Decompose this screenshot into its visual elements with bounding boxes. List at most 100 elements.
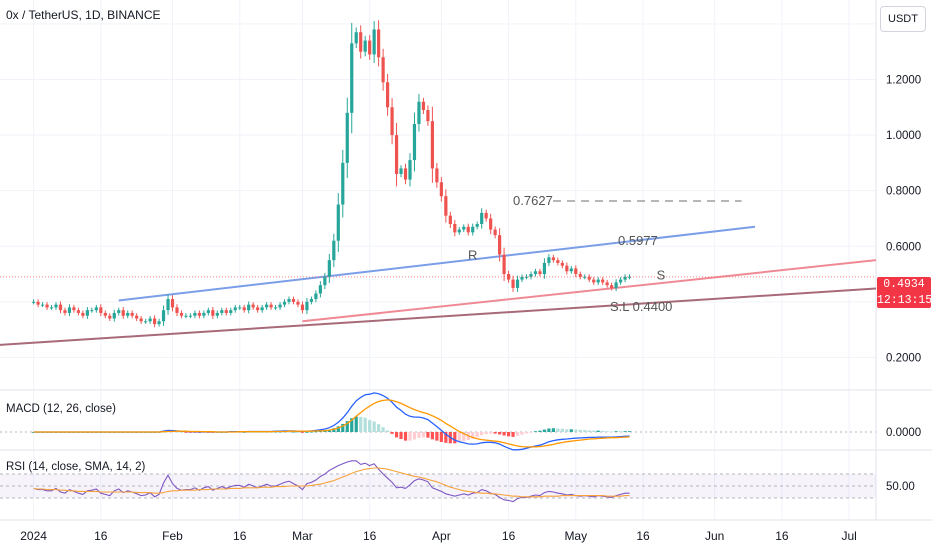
candle-up	[126, 312, 130, 316]
macd-histogram-bar	[498, 432, 502, 435]
macd-histogram-bar	[430, 432, 434, 440]
candle-up	[524, 276, 529, 278]
candle-up	[520, 276, 524, 280]
candle-up	[623, 276, 627, 280]
rsi-tick-label: 50.00	[886, 481, 915, 493]
candle-down	[426, 110, 430, 122]
stop-loss-label: S.L 0.4400	[610, 299, 672, 314]
macd-histogram-bar	[417, 432, 421, 438]
candle-down	[76, 310, 81, 313]
currency-button[interactable]: USDT	[880, 6, 926, 32]
macd-histogram-bar	[332, 428, 336, 432]
grid-lines	[0, 0, 932, 521]
macd-histogram-bar	[587, 430, 591, 432]
candle-down	[484, 212, 488, 219]
candle-up	[542, 262, 547, 275]
macd-histogram-bar	[565, 429, 569, 432]
macd-histogram-bar	[300, 432, 305, 433]
candle-up	[188, 315, 193, 317]
annotations: 0.7627 0.5977 R S S.L 0.4400	[0, 193, 876, 314]
candle-up	[233, 307, 237, 311]
candle-down	[45, 304, 49, 308]
macd-histogram-bar	[372, 421, 376, 432]
macd-histogram-bar	[484, 432, 488, 435]
candle-up	[618, 279, 623, 283]
candle-up	[471, 226, 475, 233]
candle-down	[381, 57, 385, 83]
macd-histogram-bar	[618, 431, 623, 432]
time-tick-label: Apr	[432, 529, 451, 543]
macd-histogram-bar	[188, 432, 193, 433]
candle-up	[157, 321, 161, 325]
candle-up	[475, 224, 479, 227]
candle-up	[229, 310, 233, 313]
candle-up	[533, 271, 538, 275]
price-tick-label: 0.8000	[886, 186, 921, 198]
candle-up	[273, 307, 278, 309]
macd-histogram-bar	[601, 430, 605, 432]
candle-down	[72, 307, 76, 311]
candle-up	[399, 168, 403, 174]
macd-histogram-bar	[560, 428, 564, 432]
candle-up	[309, 299, 314, 302]
time-tick-label: 16	[233, 529, 247, 543]
candle-up	[247, 304, 251, 311]
candle-down	[103, 312, 107, 316]
candle-down	[610, 285, 614, 288]
candle-up	[372, 29, 376, 55]
time-tick-label: 16	[636, 529, 650, 543]
last-price-tag: 0.4934	[877, 277, 931, 293]
candle-up	[166, 299, 170, 311]
macd-histogram-bar	[421, 432, 426, 438]
time-tick-label: May	[564, 529, 587, 543]
candle-up	[350, 43, 354, 113]
candle-up	[112, 312, 116, 319]
macd-histogram-bar	[426, 432, 430, 438]
macd-histogram-bar	[327, 429, 331, 432]
macd-histogram-bar	[296, 432, 300, 433]
candle-up	[206, 310, 210, 313]
candle-up	[327, 260, 331, 277]
macd-histogram-bar	[542, 429, 547, 432]
macd-histogram-bar	[489, 432, 493, 434]
candle-down	[296, 301, 300, 305]
macd-histogram-bar	[520, 432, 524, 435]
candle-up	[341, 162, 345, 205]
candle-down	[592, 279, 596, 283]
candle-up	[265, 304, 269, 308]
candle-down	[269, 304, 273, 308]
candle-up	[278, 304, 282, 308]
macd-histogram-bar	[345, 421, 349, 432]
candle-down	[605, 282, 609, 286]
candle-down	[489, 218, 493, 230]
price-tick-label: 1.0000	[886, 130, 921, 142]
time-tick-label: 16	[94, 529, 108, 543]
candle-up	[480, 212, 484, 225]
candles	[32, 20, 632, 328]
candle-down	[403, 168, 408, 180]
candle-down	[63, 310, 67, 313]
macd-histogram-bar	[480, 432, 484, 436]
candle-down	[81, 312, 85, 316]
candle-up	[417, 101, 421, 124]
macd-histogram-bar	[493, 432, 497, 434]
macd-histogram-bar	[377, 424, 381, 432]
macd-histogram-bar	[471, 432, 475, 439]
candle-down	[493, 229, 497, 236]
candle-up	[596, 279, 600, 283]
candle-down	[394, 135, 399, 174]
macd-histogram-bar	[547, 428, 551, 432]
candle-down	[36, 301, 40, 305]
macd-histogram-bar	[533, 431, 538, 432]
candle-up	[529, 274, 533, 277]
candle-up	[627, 276, 632, 278]
candle-down	[578, 274, 582, 277]
candle-up	[515, 279, 520, 288]
candle-down	[551, 257, 555, 261]
macd-histogram-bar	[175, 431, 179, 433]
macd-histogram-bar	[506, 432, 511, 437]
candle-down	[139, 318, 143, 322]
candle-up	[412, 123, 417, 161]
macd-histogram-bar	[403, 432, 408, 441]
candle-up	[408, 160, 412, 180]
